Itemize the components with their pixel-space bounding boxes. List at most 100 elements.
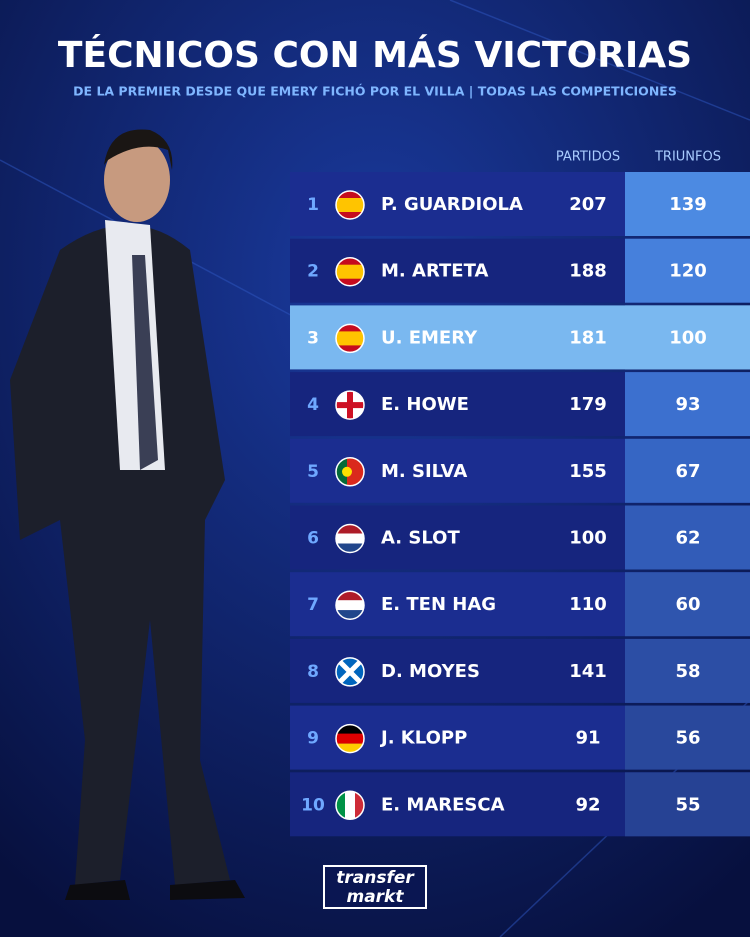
triunfos: 67 xyxy=(675,461,700,482)
flag-part xyxy=(336,591,364,602)
person xyxy=(10,129,245,900)
triunfos: 93 xyxy=(675,394,700,415)
flag xyxy=(336,324,364,353)
flag-border xyxy=(335,457,365,487)
rank: 4 xyxy=(307,395,319,415)
triunfos-cell xyxy=(625,172,750,236)
flag xyxy=(336,591,364,620)
triunfos-cell xyxy=(625,305,750,370)
flag-part xyxy=(336,264,364,279)
rank: 3 xyxy=(307,328,319,348)
flag-border xyxy=(335,390,365,420)
flag-part xyxy=(336,791,346,820)
flag xyxy=(336,391,364,420)
triunfos-cell xyxy=(625,438,750,503)
flag-part xyxy=(336,600,364,611)
partidos: 207 xyxy=(569,194,607,215)
flag xyxy=(336,257,364,286)
triunfos-cell xyxy=(625,238,750,303)
flag-part xyxy=(336,543,364,553)
partidos: 188 xyxy=(569,261,607,282)
logo: transfer markt xyxy=(323,865,427,909)
rank: 5 xyxy=(307,462,319,482)
triunfos: 120 xyxy=(669,261,707,282)
coach-name: E. TEN HAG xyxy=(381,594,496,615)
flag-border xyxy=(335,256,365,287)
coach-name: A. SLOT xyxy=(381,528,460,549)
partidos: 91 xyxy=(575,728,600,749)
partidos: 179 xyxy=(569,394,607,415)
flag-part xyxy=(336,457,347,486)
rank: 6 xyxy=(307,529,319,549)
subtitle: DE LA PREMIER DESDE QUE EMERY FICHÓ POR … xyxy=(73,84,677,99)
logo-text: markt xyxy=(346,887,404,907)
coach-name: E. MARESCA xyxy=(381,794,505,815)
flag-border xyxy=(335,657,365,687)
triunfos: 55 xyxy=(675,794,700,815)
triunfos: 100 xyxy=(669,327,707,348)
flag xyxy=(336,191,364,219)
coach-name: M. SILVA xyxy=(381,461,467,482)
column-header: PARTIDOS xyxy=(556,150,620,165)
flag-part xyxy=(336,657,364,686)
flag-border xyxy=(335,323,365,354)
flag-part xyxy=(336,743,364,753)
rank: 9 xyxy=(307,729,319,749)
flag xyxy=(336,657,364,686)
partidos: 155 xyxy=(569,461,607,482)
flag xyxy=(336,524,364,553)
column-header: TRIUNFOS xyxy=(654,150,721,165)
flag xyxy=(336,457,364,486)
coach-name: J. KLOPP xyxy=(379,728,467,749)
flag-border xyxy=(335,723,365,754)
triunfos-cell xyxy=(625,505,750,570)
triunfos-cell xyxy=(625,705,750,770)
triunfos: 58 xyxy=(675,661,700,682)
flag-border xyxy=(335,790,365,821)
flag-part xyxy=(355,791,364,820)
rank: 7 xyxy=(307,595,319,615)
flag-part xyxy=(336,198,364,212)
triunfos-cell xyxy=(625,772,750,837)
flag-part xyxy=(336,402,364,409)
rank: 2 xyxy=(307,262,319,282)
triunfos-cell xyxy=(625,572,750,637)
logo-text: transfer xyxy=(336,868,415,888)
flag-part xyxy=(336,533,364,544)
flag-part xyxy=(336,610,364,620)
partidos: 181 xyxy=(569,327,607,348)
partidos: 141 xyxy=(569,661,607,682)
coach-name: P. GUARDIOLA xyxy=(381,194,523,215)
title: TÉCNICOS CON MÁS VICTORIAS xyxy=(58,34,692,76)
triunfos-cell xyxy=(625,638,750,703)
triunfos: 56 xyxy=(675,728,700,749)
flag-part xyxy=(336,724,364,735)
flag-part xyxy=(336,733,364,744)
rank: 1 xyxy=(307,195,319,215)
flag-border xyxy=(335,190,365,220)
triunfos: 62 xyxy=(675,528,700,549)
triunfos-cell xyxy=(625,372,750,437)
partidos: 110 xyxy=(569,594,607,615)
rank: 8 xyxy=(307,662,319,682)
partidos: 100 xyxy=(569,528,607,549)
flag-part xyxy=(345,791,355,820)
flag xyxy=(336,724,364,753)
flag-border xyxy=(335,523,365,554)
flag-part xyxy=(342,466,352,477)
flag-part xyxy=(336,331,364,346)
coach-name: D. MOYES xyxy=(381,661,480,682)
triunfos: 139 xyxy=(669,194,707,215)
triunfos: 60 xyxy=(675,594,700,615)
coach-name: U. EMERY xyxy=(381,327,478,348)
partidos: 92 xyxy=(575,794,600,815)
table: 1 P. GUARDIOLA 207 139 2 M. ARTETA 188 120 3 U. E… xyxy=(290,172,750,837)
flag-part xyxy=(336,524,364,535)
flag xyxy=(336,791,364,820)
coach-name: M. ARTETA xyxy=(381,261,488,282)
rank: 10 xyxy=(301,795,325,815)
flag-border xyxy=(335,590,365,620)
coach-name: E. HOWE xyxy=(381,394,469,415)
